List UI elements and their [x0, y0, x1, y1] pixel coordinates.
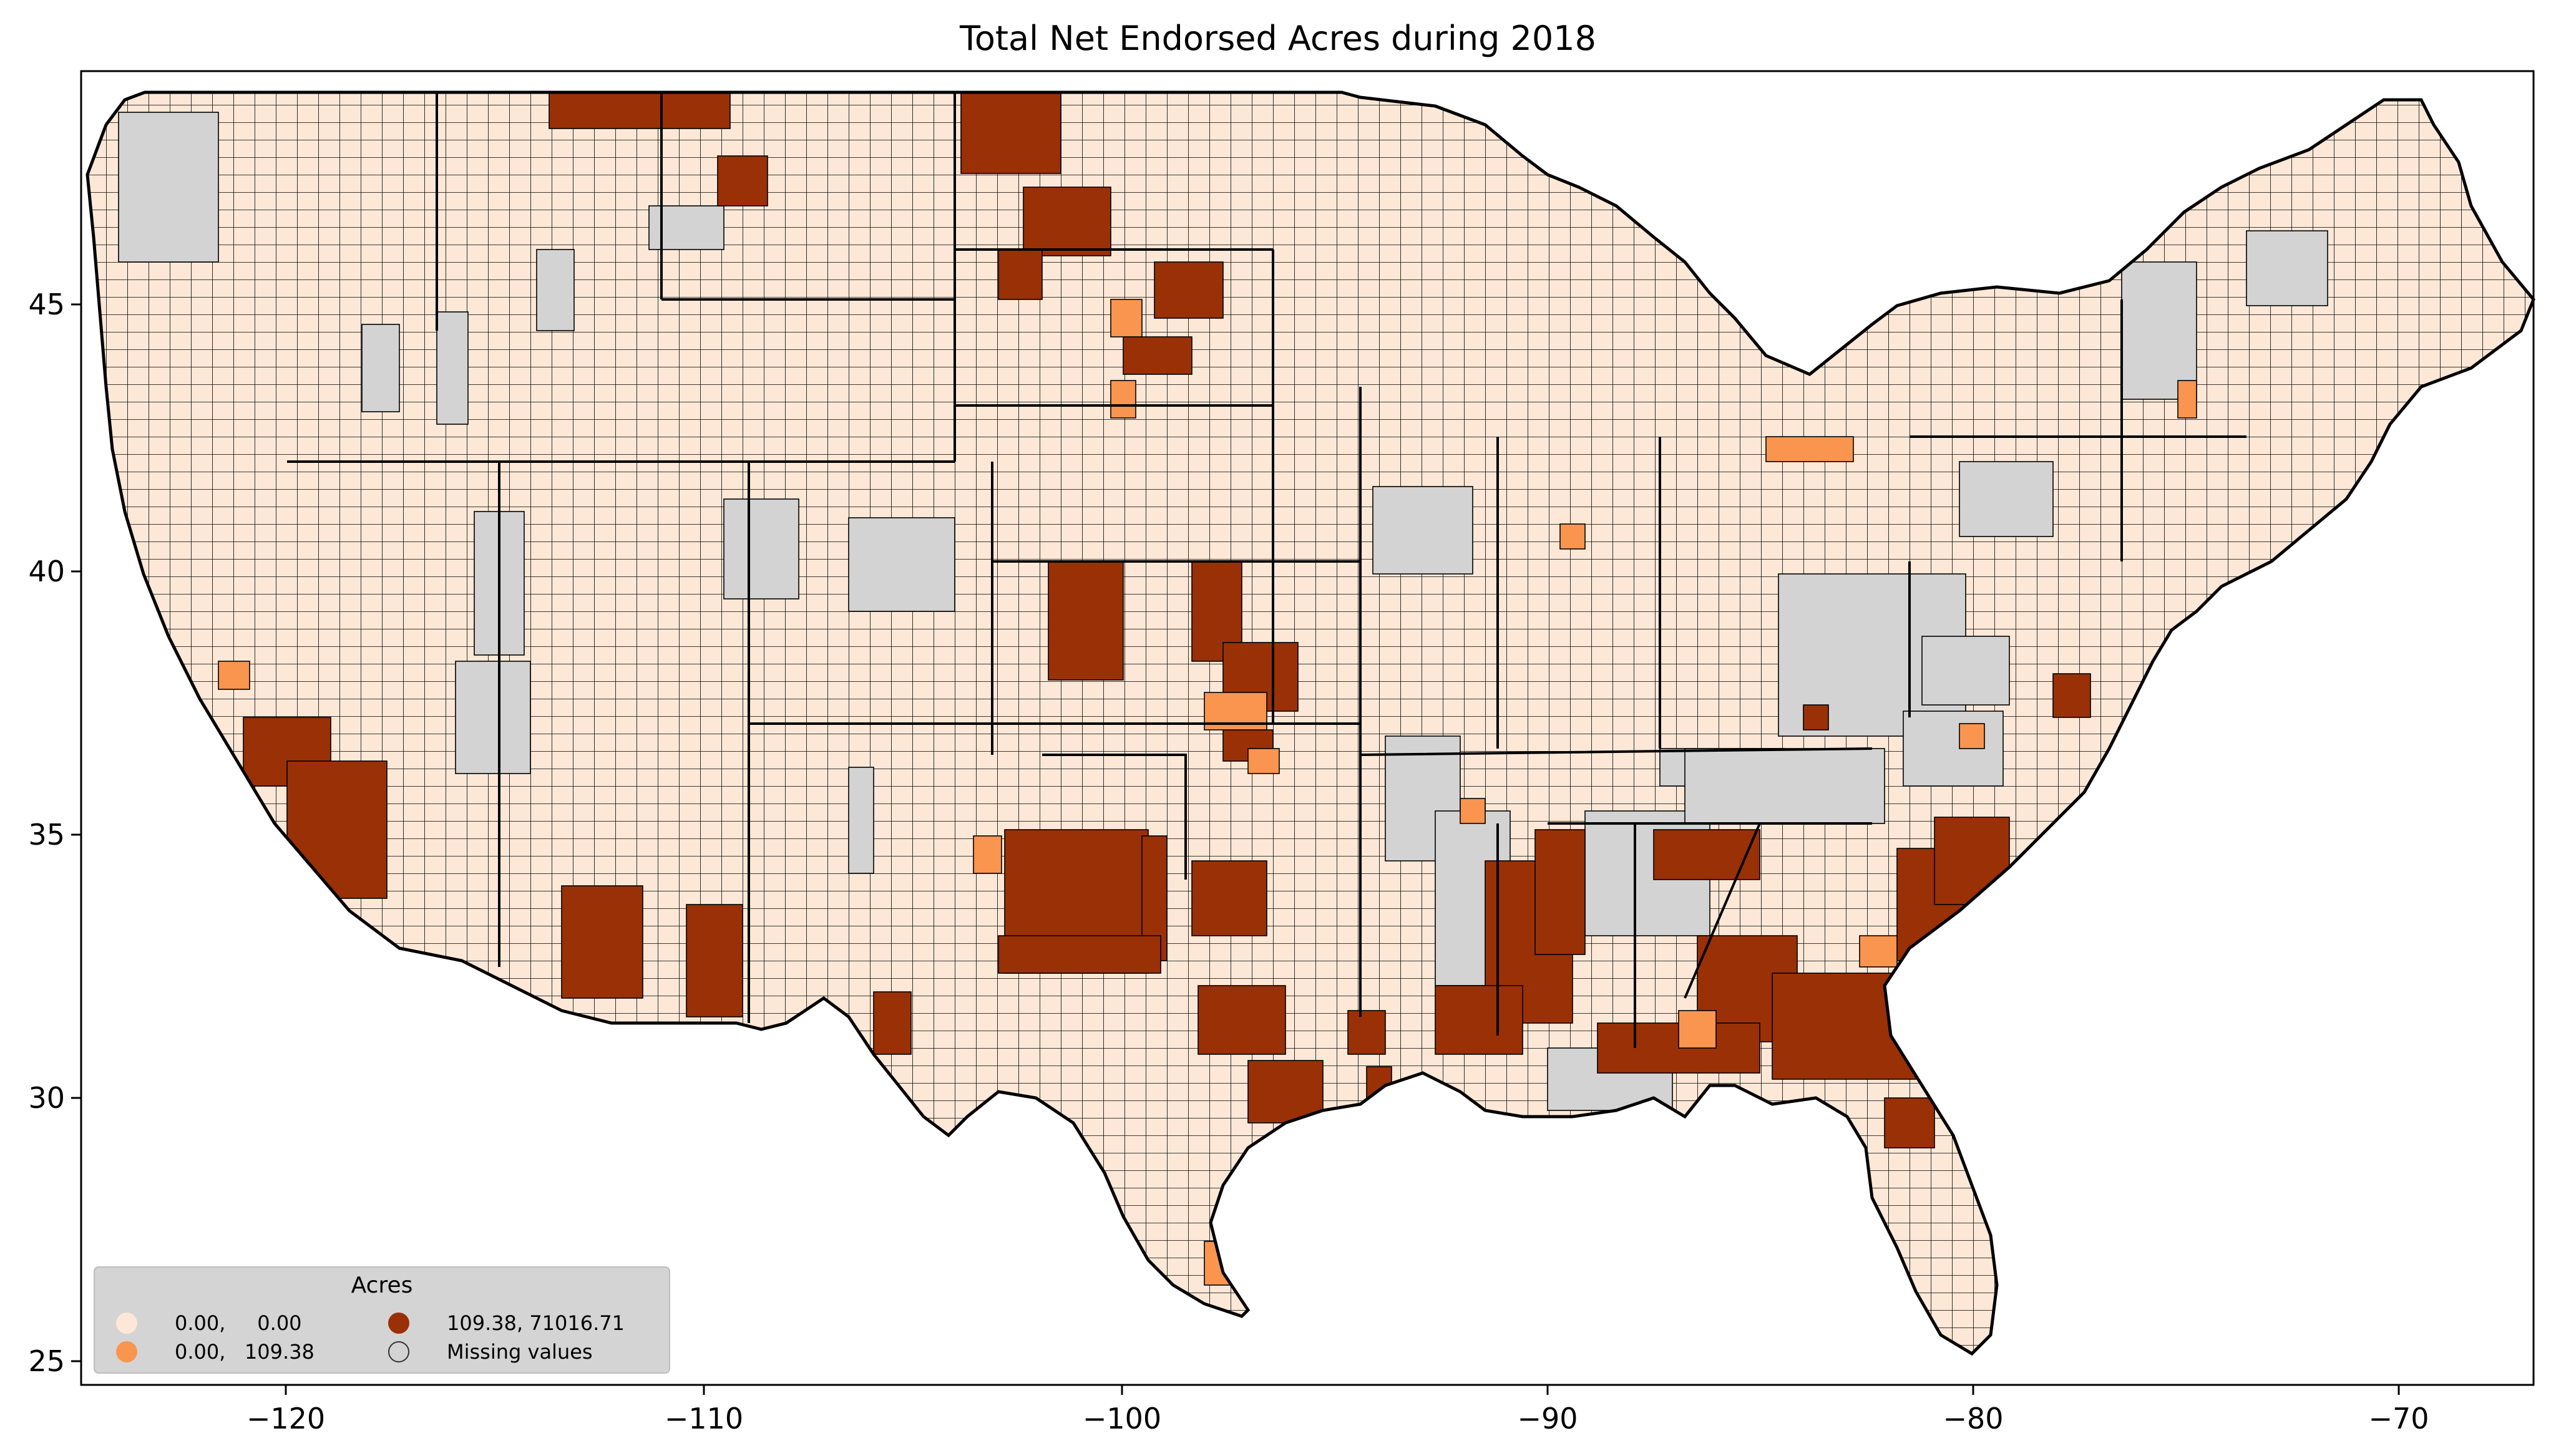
county-region-low — [1959, 723, 1985, 749]
county-region-low — [1859, 935, 1898, 968]
county-region-high — [686, 904, 743, 1017]
y-tick-label: 30 — [28, 1081, 65, 1115]
map-title: Total Net Endorsed Acres during 2018 — [960, 19, 1596, 58]
county-region-high — [998, 249, 1043, 300]
county-region-low — [1678, 1010, 1717, 1049]
county-region-high — [717, 155, 768, 206]
county-region-high — [1534, 829, 1586, 955]
county-region-missing — [361, 324, 400, 412]
y-tick-label: 35 — [28, 818, 65, 852]
county-region-low — [1110, 299, 1143, 337]
x-tick-label: −90 — [1517, 1402, 1578, 1435]
legend-label-zero: 0.00, 0.00 — [175, 1311, 302, 1335]
legend-title: Acres — [351, 1273, 413, 1298]
county-region-high — [998, 935, 1161, 974]
county-region-high — [1347, 1010, 1386, 1055]
state-borders — [287, 92, 2246, 1048]
county-region-missing — [536, 249, 575, 331]
county-region-missing — [1921, 636, 2010, 706]
county-region-missing — [1684, 748, 1885, 824]
county-region-low — [1204, 1241, 1242, 1286]
county-region-missing — [118, 112, 219, 263]
county-region-missing — [2246, 230, 2328, 306]
county-region-high — [2052, 673, 2091, 718]
x-tick-label: −120 — [246, 1402, 325, 1435]
county-region-high — [1884, 1097, 1935, 1148]
county-region-missing — [1903, 711, 2004, 787]
county-region-low — [2177, 380, 2197, 419]
county-region-missing — [723, 498, 799, 599]
county-region-high — [549, 92, 731, 129]
county-region-missing — [436, 311, 469, 425]
county-region-missing — [2121, 261, 2197, 400]
legend-swatch-missing — [388, 1341, 409, 1362]
county-region-low — [218, 661, 250, 690]
legend-entry-missing: Missing values — [388, 1340, 593, 1364]
county-region-low — [1110, 380, 1136, 419]
county-region-high — [1023, 187, 1111, 256]
legend-label-low: 0.00, 109.38 — [175, 1340, 315, 1364]
county-region-missing — [1372, 486, 1473, 575]
county-region-high — [561, 885, 643, 999]
county-region-missing — [848, 517, 955, 612]
county-region-low — [1460, 798, 1486, 824]
county-region-low — [1765, 436, 1854, 462]
legend-label-high: 109.38, 71016.71 — [447, 1311, 625, 1335]
county-region-high — [1653, 829, 1760, 880]
county-region-low — [973, 835, 1002, 874]
county-region-high — [1123, 336, 1193, 375]
y-tick-label: 45 — [28, 288, 65, 321]
legend-swatch-high — [388, 1313, 409, 1334]
legend-entry-low: 0.00, 109.38 — [116, 1340, 315, 1364]
state-border — [1496, 299, 2246, 1048]
county-region-missing — [1846, 187, 1916, 281]
state-border — [287, 92, 1873, 1023]
county-region-high — [1435, 985, 1523, 1055]
x-tick-label: −110 — [665, 1402, 743, 1435]
county-region-high — [1803, 704, 1829, 730]
axes-frame — [80, 70, 2535, 1386]
legend-swatch-zero — [116, 1313, 137, 1334]
x-tick-label: −100 — [1083, 1402, 1161, 1435]
y-tick-label: 25 — [28, 1344, 65, 1378]
county-region-low — [1559, 523, 1586, 550]
county-region-high — [1247, 1060, 1324, 1124]
county-region-missing — [1959, 461, 2054, 537]
county-region-missing — [848, 767, 874, 874]
x-axis: −120 −110 −100 −90 −80 −70 — [246, 1385, 2429, 1435]
county-region-high — [1934, 817, 2010, 905]
county-region-high — [1048, 561, 1124, 681]
legend-entry-zero: 0.00, 0.00 — [116, 1311, 302, 1335]
legend-entry-high: 109.38, 71016.71 — [388, 1311, 625, 1335]
county-region-high — [1154, 261, 1224, 319]
county-region-high — [1198, 985, 1286, 1055]
county-region-high — [1772, 973, 1948, 1080]
legend-swatch-low — [116, 1341, 137, 1362]
x-tick-label: −70 — [2368, 1402, 2429, 1435]
county-region-high — [286, 760, 388, 899]
county-region-missing — [455, 661, 531, 774]
legend-label-missing: Missing values — [447, 1340, 593, 1364]
county-region-low — [1247, 748, 1280, 774]
y-axis: 25 30 35 40 45 — [28, 288, 81, 1378]
legend: Acres 0.00, 0.00 0.00, 109.38 109.38, 71… — [94, 1266, 670, 1374]
county-region-high — [873, 991, 912, 1055]
county-region-high — [1191, 860, 1267, 936]
x-tick-label: −80 — [1943, 1402, 2003, 1435]
county-region-high — [960, 92, 1061, 174]
y-tick-label: 40 — [28, 555, 65, 588]
